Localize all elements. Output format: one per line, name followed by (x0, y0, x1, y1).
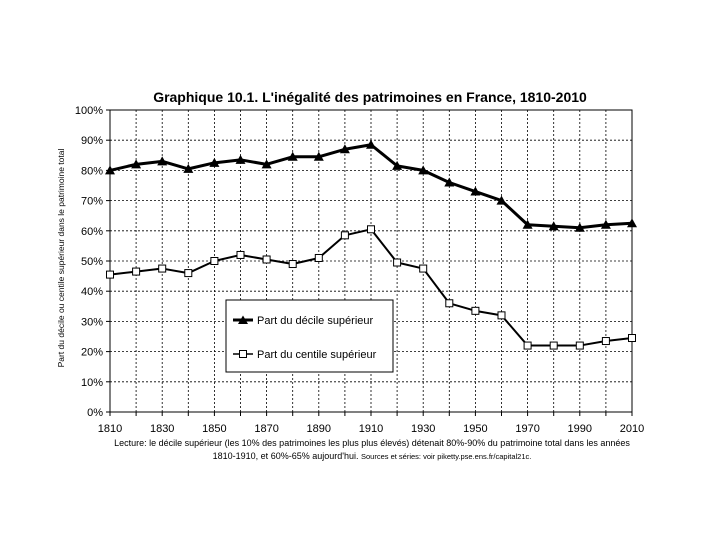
data-point-centile (367, 225, 375, 234)
data-point-centile (236, 250, 245, 259)
data-point-decile (496, 195, 507, 205)
data-point-decile (470, 186, 481, 196)
data-point-centile (393, 258, 402, 267)
data-point-decile (183, 163, 194, 173)
x-tick-label: 1830 (150, 423, 174, 435)
x-tick-label: 1870 (254, 423, 278, 435)
caption-text: Lecture: le décile supérieur (les 10% de… (114, 438, 630, 461)
x-tick-label: 2010 (620, 423, 644, 435)
data-point-decile (600, 219, 611, 229)
data-point-decile (105, 165, 115, 175)
data-point-decile (131, 159, 142, 169)
data-point-decile (627, 218, 637, 228)
data-point-centile (106, 270, 114, 279)
x-tick-label: 1990 (568, 423, 592, 435)
y-tick-label: 90% (81, 135, 103, 147)
x-tick-label: 1810 (98, 423, 122, 435)
series-lines (105, 139, 637, 350)
data-point-centile (340, 231, 349, 240)
y-tick-label: 60% (81, 226, 103, 238)
data-point-decile (209, 157, 220, 167)
data-point-centile (628, 334, 636, 343)
data-point-centile (314, 253, 323, 262)
x-tick-label: 1970 (515, 423, 539, 435)
x-tick-label: 1950 (463, 423, 487, 435)
data-point-decile (339, 144, 350, 154)
data-point-centile (184, 269, 193, 278)
data-point-decile (522, 219, 533, 229)
data-point-decile (444, 177, 455, 187)
y-tick-label: 80% (81, 165, 103, 177)
y-tick-label: 0% (87, 407, 103, 419)
x-tick-label: 1850 (202, 423, 226, 435)
x-tick-label: 1910 (359, 423, 383, 435)
data-point-centile (497, 311, 506, 320)
y-tick-label: 50% (81, 256, 103, 268)
y-tick-label: 70% (81, 196, 103, 208)
legend-label-centile: Part du centile supérieur (257, 349, 377, 361)
data-point-centile (262, 255, 271, 264)
y-tick-label: 30% (81, 316, 103, 328)
data-point-decile (235, 154, 246, 164)
data-point-decile (392, 160, 403, 170)
data-point-centile (419, 264, 428, 273)
y-tick-label: 100% (75, 105, 103, 117)
y-tick-label: 20% (81, 347, 103, 359)
legend: Part du décile supérieur Part du centile… (225, 299, 394, 373)
data-point-centile (210, 257, 219, 265)
data-point-centile (158, 264, 167, 273)
data-point-decile (574, 222, 585, 232)
legend-label-decile: Part du décile supérieur (257, 315, 374, 327)
data-point-decile (157, 156, 168, 166)
legend-marker-centile (239, 350, 247, 358)
axis-ticks: 0% 10% 20% 30% 40% 50% 60% 70% 80% 90% 100% 1810 183… (75, 105, 644, 435)
data-point-centile (445, 299, 454, 308)
data-point-centile (471, 306, 480, 315)
data-point-decile (261, 159, 272, 169)
legend-marker-decile (238, 315, 248, 324)
data-point-decile (366, 139, 376, 149)
data-point-decile (313, 151, 324, 161)
legend-box (225, 299, 394, 373)
caption-sources: Sources et séries: voir piketty.pse.ens.… (360, 452, 532, 461)
data-point-centile (575, 341, 584, 350)
data-point-centile (601, 337, 610, 346)
y-tick-label: 10% (81, 377, 103, 389)
chart-title: Graphique 10.1. L'inégalité des patrimoi… (153, 89, 587, 105)
data-point-decile (287, 151, 298, 161)
y-axis-label: Part du décile ou centile supérieur dans… (56, 149, 66, 368)
data-point-centile (132, 267, 141, 276)
x-tick-label: 1890 (307, 423, 331, 435)
chart-caption: Lecture: le décile supérieur (les 10% de… (112, 437, 632, 463)
data-point-decile (418, 165, 429, 175)
x-tick-label: 1930 (411, 423, 435, 435)
y-tick-label: 40% (81, 286, 103, 298)
data-point-centile (523, 341, 532, 350)
data-point-centile (549, 341, 558, 350)
data-point-decile (548, 221, 559, 231)
data-point-centile (288, 260, 297, 269)
